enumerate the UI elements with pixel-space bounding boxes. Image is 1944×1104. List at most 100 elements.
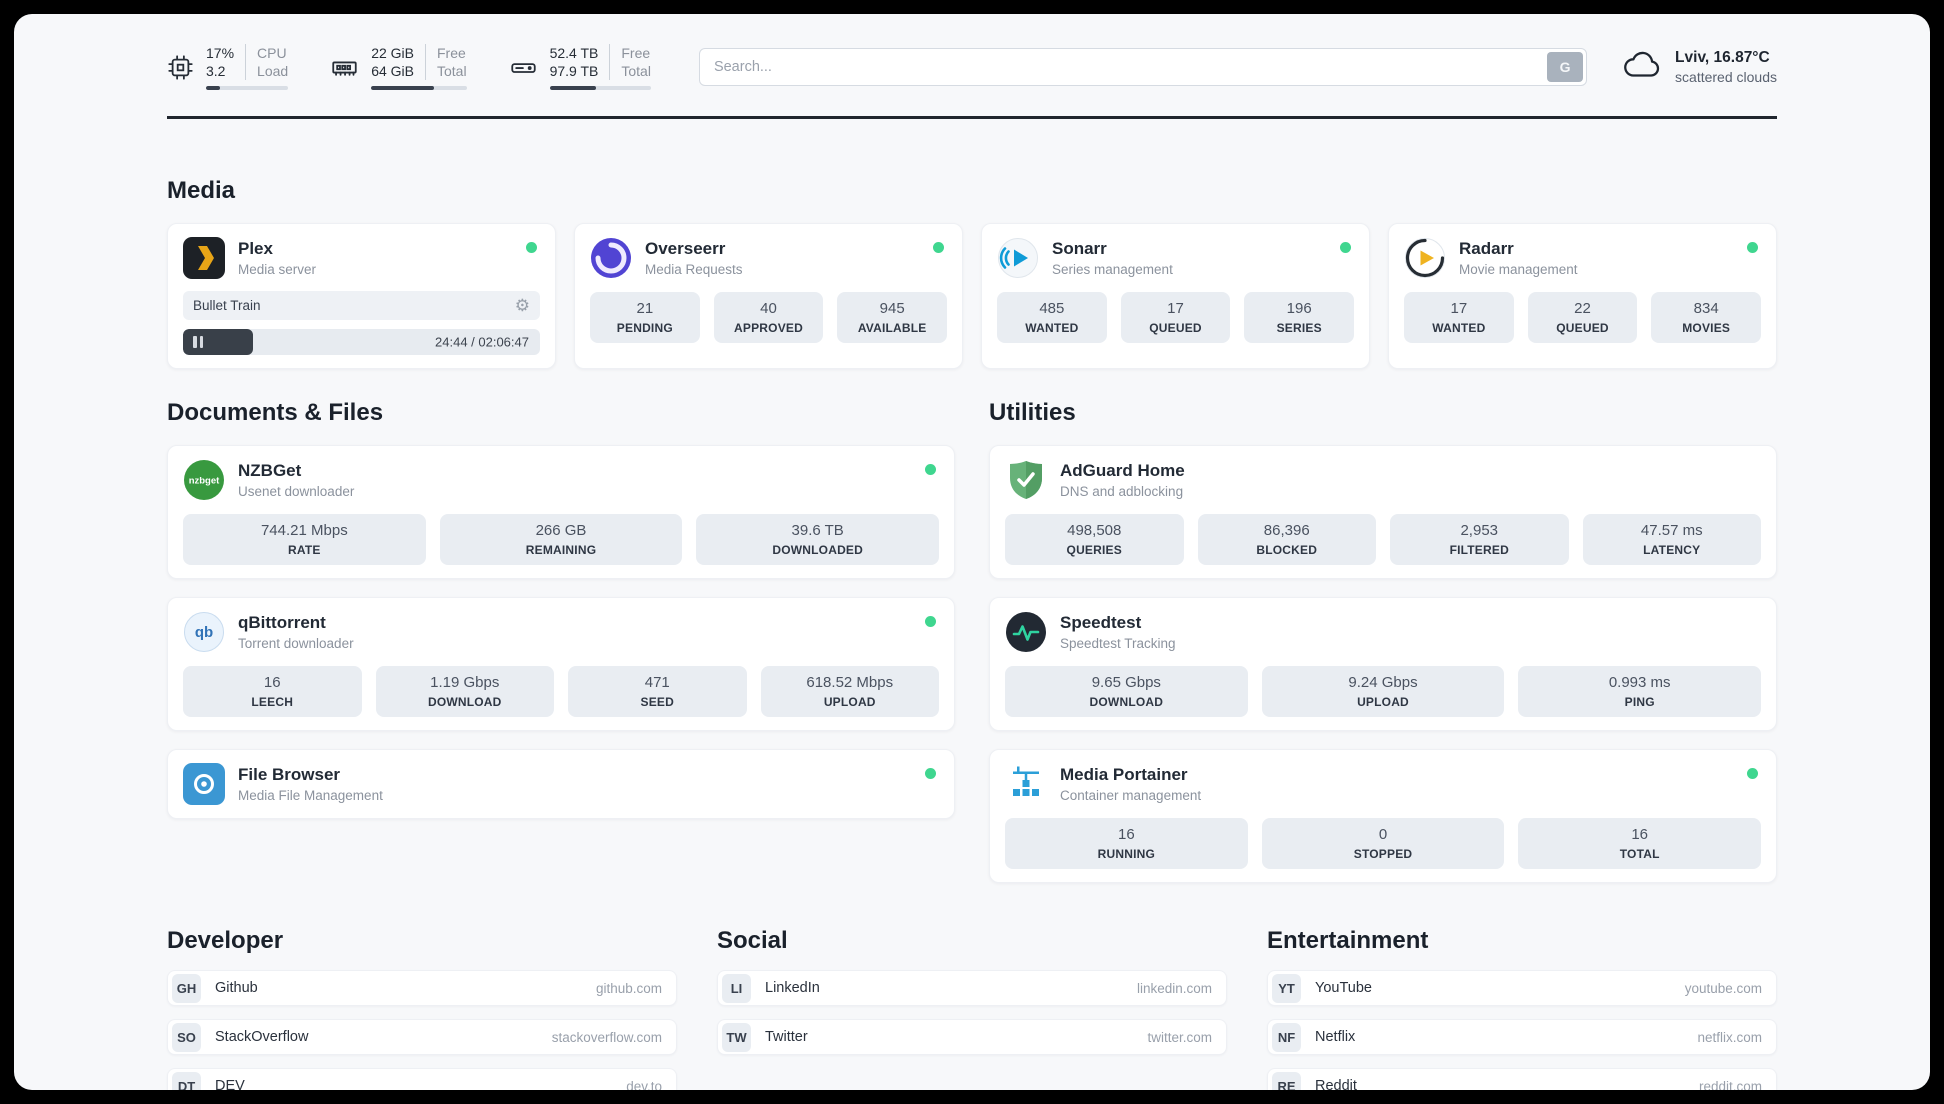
stat-label: TOTAL xyxy=(1619,847,1660,862)
disk-free-value: 52.4 TB xyxy=(549,45,599,61)
player-progress-bar[interactable]: 24:44 / 02:06:47 xyxy=(183,329,540,356)
stat-label: UPLOAD xyxy=(1357,695,1409,710)
disk-total-value: 97.9 TB xyxy=(549,63,599,80)
stat-value: 834 xyxy=(1693,300,1719,318)
status-dot xyxy=(1747,768,1758,780)
stat-value: 485 xyxy=(1039,300,1065,318)
ram-label-bottom: Total xyxy=(437,63,467,80)
cpu-progress-fill xyxy=(206,86,220,91)
bookmark-name: LinkedIn xyxy=(765,980,820,997)
app-name: Overseerr xyxy=(645,239,726,259)
app-description: Media server xyxy=(238,262,317,278)
stat-label: WANTED xyxy=(1432,321,1486,336)
stat-value: 0.993 ms xyxy=(1608,674,1671,692)
player-time: 24:44 / 02:06:47 xyxy=(435,334,529,350)
status-dot xyxy=(526,242,537,254)
ram-icon xyxy=(330,54,359,81)
app-name: qBittorrent xyxy=(238,613,326,633)
developer-column: Developer GH Github github.com SO StackO… xyxy=(167,927,677,1090)
bookmark-github[interactable]: GH Github github.com xyxy=(167,970,677,1007)
nzbget-icon: nzbget xyxy=(183,459,225,501)
bookmark-name: StackOverflow xyxy=(215,1029,309,1046)
stat-label: QUERIES xyxy=(1066,543,1122,558)
cpu-progress-bar xyxy=(206,86,289,91)
stat-value: 47.57 ms xyxy=(1640,522,1703,540)
ram-progress-fill xyxy=(371,86,435,91)
bookmark-linkedin[interactable]: LI LinkedIn linkedin.com xyxy=(717,970,1227,1007)
nzbget-card[interactable]: nzbget NZBGet Usenet downloader 744.21 M… xyxy=(167,445,955,580)
app-description: Torrent downloader xyxy=(238,636,354,652)
topbar: 17% 3.2 CPU Load xyxy=(167,44,1777,91)
stat-label: AVAILABLE xyxy=(857,321,927,336)
sonarr-card[interactable]: Sonarr Series management 485 WANTED 17 Q… xyxy=(981,223,1370,370)
portainer-card[interactable]: Media Portainer Container management 16 … xyxy=(989,749,1777,884)
cpu-label-top: CPU xyxy=(257,45,287,61)
bookmark-reddit[interactable]: RE Reddit reddit.com xyxy=(1267,1068,1777,1090)
status-dot xyxy=(925,464,936,476)
stat-label: BLOCKED xyxy=(1256,543,1318,558)
bookmark-name: YouTube xyxy=(1315,980,1372,997)
overseerr-card[interactable]: Overseerr Media Requests 21 PENDING 40 A… xyxy=(574,223,963,370)
stat-label: LATENCY xyxy=(1643,543,1701,558)
stat-value: 9.24 Gbps xyxy=(1348,674,1418,692)
svg-text:nzbget: nzbget xyxy=(189,476,220,487)
stat-label: MOVIES xyxy=(1682,321,1731,336)
bookmark-abbr: YT xyxy=(1272,973,1301,1003)
stat-label: SERIES xyxy=(1276,321,1322,336)
weather-condition: scattered clouds xyxy=(1675,69,1777,86)
disk-label-bottom: Total xyxy=(621,63,651,80)
stat-value: 0 xyxy=(1378,826,1388,844)
bookmark-abbr: SO xyxy=(172,1022,201,1052)
stat-value: 266 GB xyxy=(535,522,587,540)
radarr-card[interactable]: Radarr Movie management 17 WANTED 22 QUE… xyxy=(1388,223,1777,370)
cloud-icon xyxy=(1621,49,1663,86)
search-button[interactable]: G xyxy=(1547,52,1584,83)
section-title-entertainment: Entertainment xyxy=(1267,927,1429,955)
bookmark-twitter[interactable]: TW Twitter twitter.com xyxy=(717,1019,1227,1056)
sonarr-icon xyxy=(997,237,1039,279)
bookmark-stackoverflow[interactable]: SO StackOverflow stackoverflow.com xyxy=(167,1019,677,1056)
adguard-card[interactable]: AdGuard Home DNS and adblocking 498,508 … xyxy=(989,445,1777,580)
stat-label: APPROVED xyxy=(734,321,803,336)
bookmark-url: linkedin.com xyxy=(1136,980,1212,996)
stat-box: 1.19 Gbps DOWNLOAD xyxy=(375,666,554,718)
bookmark-abbr: RE xyxy=(1272,1071,1301,1090)
stat-box: 22 QUEUED xyxy=(1527,292,1638,344)
app-description: Movie management xyxy=(1459,262,1578,278)
bookmark-youtube[interactable]: YT YouTube youtube.com xyxy=(1267,970,1777,1007)
cpu-widget: 17% 3.2 CPU Load xyxy=(167,44,289,91)
plex-card[interactable]: Plex Media server Bullet Train ⚙ 24:44 /… xyxy=(167,223,556,370)
bookmark-name: Github xyxy=(215,980,258,997)
bookmark-dev[interactable]: DT DEV dev.to xyxy=(167,1068,677,1090)
pause-button[interactable] xyxy=(193,336,203,349)
ram-label-top: Free xyxy=(437,45,466,61)
bookmark-name: Twitter xyxy=(765,1029,808,1046)
speedtest-card[interactable]: Speedtest Speedtest Tracking 9.65 Gbps D… xyxy=(989,597,1777,732)
dashboard-panel: 17% 3.2 CPU Load xyxy=(14,14,1930,1090)
status-dot xyxy=(1340,242,1351,254)
stat-value: 16 xyxy=(1117,826,1135,844)
bookmark-netflix[interactable]: NF Netflix netflix.com xyxy=(1267,1019,1777,1056)
stat-value: 1.19 Gbps xyxy=(430,674,500,692)
status-dot xyxy=(925,616,936,628)
stat-box: 17 WANTED xyxy=(1404,292,1514,344)
disk-progress-bar xyxy=(549,86,651,91)
search-bar: G xyxy=(698,48,1588,87)
search-input[interactable] xyxy=(698,48,1588,87)
stat-box: 834 MOVIES xyxy=(1651,292,1762,344)
stat-value: 471 xyxy=(644,674,670,692)
gear-icon[interactable]: ⚙ xyxy=(514,296,530,316)
ram-free-value: 22 GiB xyxy=(371,45,414,61)
stat-box: 485 WANTED xyxy=(997,292,1107,344)
app-description: Usenet downloader xyxy=(238,484,355,500)
app-name: Media Portainer xyxy=(1060,765,1188,785)
stat-label: UPLOAD xyxy=(823,695,876,710)
filebrowser-card[interactable]: File Browser Media File Management xyxy=(167,749,955,820)
qbittorrent-card[interactable]: qb qBittorrent Torrent downloader 16 LEE… xyxy=(167,597,955,732)
app-name: Sonarr xyxy=(1052,239,1107,259)
disk-progress-fill xyxy=(549,86,597,91)
section-title-media: Media xyxy=(167,177,236,205)
stat-label: QUEUED xyxy=(1556,321,1609,336)
ram-total-value: 64 GiB xyxy=(371,63,414,80)
stat-label: RUNNING xyxy=(1097,847,1156,862)
